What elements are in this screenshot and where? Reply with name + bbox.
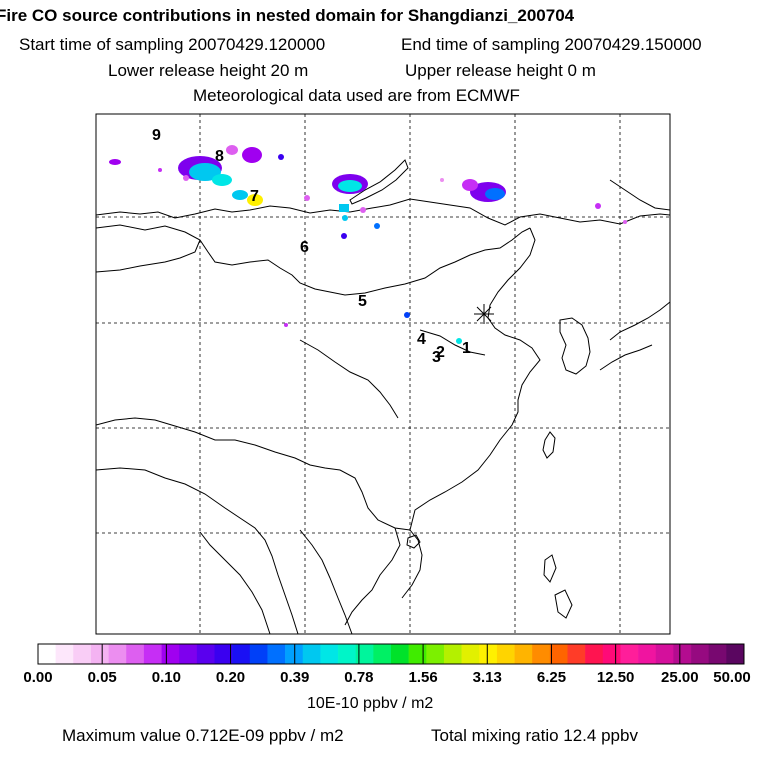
colorbar-swatch xyxy=(249,644,268,664)
end-time-label: End time of sampling 20070429.150000 xyxy=(401,35,702,54)
colorbar-tick-label: 0.20 xyxy=(215,669,246,686)
colorbar-swatch xyxy=(549,644,568,664)
colorbar-tick-label: 50.00 xyxy=(713,669,751,686)
colorbar-swatch xyxy=(567,644,586,664)
met-data-label: Meteorological data used are from ECMWF xyxy=(193,86,520,105)
colorbar-swatch xyxy=(232,644,251,664)
colorbar-tick-label: 0.05 xyxy=(87,669,117,686)
colorbar-swatch xyxy=(55,644,74,664)
colorbar-swatch xyxy=(496,644,515,664)
start-time-label: Start time of sampling 20070429.120000 xyxy=(19,35,326,54)
colorbar-swatch xyxy=(532,644,551,664)
colorbar-swatch xyxy=(90,644,109,664)
colorbar-swatch xyxy=(320,644,339,664)
colorbar-swatch xyxy=(585,644,604,664)
colorbar-swatch xyxy=(143,644,162,664)
country-borders xyxy=(96,159,670,634)
map-frame xyxy=(95,113,671,635)
lat-lon-grid xyxy=(96,114,670,634)
region-label-2: 2 xyxy=(436,344,445,361)
max-value-label: Maximum value 0.712E-09 ppbv / m2 xyxy=(62,726,344,745)
colorbar-swatch xyxy=(514,644,533,664)
region-label-5: 5 xyxy=(358,293,367,310)
region-label-9: 9 xyxy=(152,127,161,144)
colorbar-swatch xyxy=(108,644,127,664)
colorbar-swatch xyxy=(179,644,198,664)
colorbar-tick-label: 6.25 xyxy=(536,669,567,686)
colorbar-swatch xyxy=(73,644,92,664)
colorbar xyxy=(37,643,745,665)
plot-title: Fire CO source contributions in nested d… xyxy=(0,6,575,25)
colorbar-swatch xyxy=(391,644,409,664)
colorbar-tick-label: 3.13 xyxy=(472,669,502,686)
colorbar-swatch xyxy=(126,644,145,664)
colorbar-units: 10E-10 ppbv / m2 xyxy=(307,695,434,712)
colorbar-swatch xyxy=(285,644,304,664)
region-label-8: 8 xyxy=(215,148,224,165)
colorbar-swatch xyxy=(267,644,286,664)
colorbar-swatch xyxy=(620,644,639,664)
total-mixing-ratio: Total mixing ratio 12.4 ppbv xyxy=(431,726,638,745)
colorbar-swatch xyxy=(373,644,392,664)
colorbar-swatch xyxy=(355,644,374,664)
region-label-7: 7 xyxy=(250,188,259,205)
colorbar-tick-label: 1.56 xyxy=(408,669,438,686)
colorbar-tick-label: 0.00 xyxy=(23,669,53,686)
colorbar-border xyxy=(37,643,745,665)
colorbar-swatch xyxy=(38,644,56,664)
region-label-4: 4 xyxy=(417,331,426,348)
colorbar-swatch xyxy=(338,644,356,664)
colorbar-tick-label: 25.00 xyxy=(661,669,699,686)
colorbar-swatch xyxy=(691,644,709,664)
region-label-1: 1 xyxy=(462,340,471,357)
colorbar-swatch xyxy=(214,644,233,664)
colorbar-swatch xyxy=(161,644,180,664)
colorbar-swatch xyxy=(408,644,427,664)
colorbar-tick-label: 0.78 xyxy=(344,669,374,686)
region-label-3: 3 xyxy=(432,349,441,366)
colorbar-swatch xyxy=(302,644,321,664)
colorbar-swatch xyxy=(655,644,674,664)
colorbar-swatch xyxy=(726,644,745,664)
colorbar-swatch xyxy=(426,644,445,664)
region-label-6: 6 xyxy=(300,239,309,256)
co-contribution-field xyxy=(109,145,627,344)
region-labels: 1 2 3 4 5 6 7 8 9 xyxy=(152,127,471,366)
colorbar-tick-label: 12.50 xyxy=(596,669,635,686)
colorbar-swatch xyxy=(461,644,480,664)
colorbar-swatch xyxy=(708,644,727,664)
colorbar-swatch xyxy=(602,644,621,664)
colorbar-swatch xyxy=(443,644,462,664)
station-marker xyxy=(474,304,494,324)
colorbar-swatch xyxy=(479,644,498,664)
upper-release-label: Upper release height 0 m xyxy=(405,61,596,80)
colorbar-tick-label: 0.39 xyxy=(280,669,310,686)
lower-release-label: Lower release height 20 m xyxy=(108,61,309,80)
colorbar-swatch xyxy=(638,644,657,664)
colorbar-swatch xyxy=(673,644,692,664)
colorbar-swatch xyxy=(196,644,215,664)
colorbar-tick-label: 0.10 xyxy=(151,669,181,686)
